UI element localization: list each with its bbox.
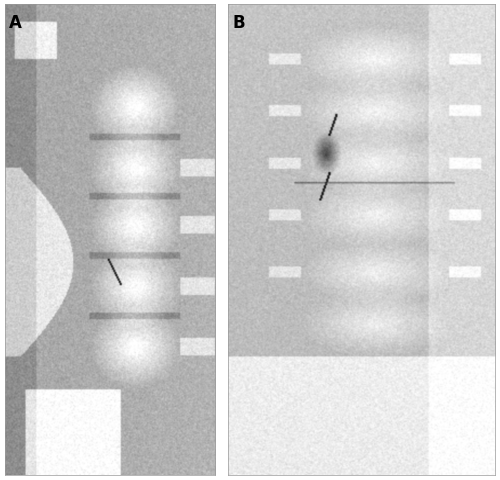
Text: A: A [9,14,22,32]
Text: B: B [233,14,245,32]
